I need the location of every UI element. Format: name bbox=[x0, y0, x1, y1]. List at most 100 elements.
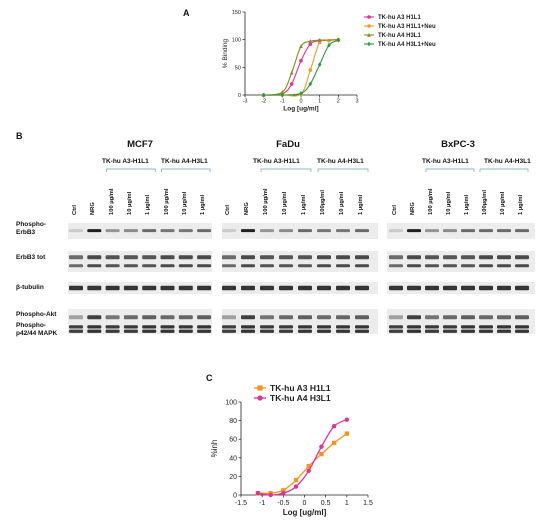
y-tick-label: 80 bbox=[229, 418, 237, 425]
blot-band bbox=[279, 264, 293, 268]
blot-membrane bbox=[222, 323, 378, 334]
blot-band bbox=[515, 329, 529, 333]
blot-membrane bbox=[68, 251, 212, 272]
data-point bbox=[299, 58, 303, 63]
legend-label: TK-hu A4 H3L1 bbox=[270, 393, 331, 403]
blot-band bbox=[105, 229, 120, 233]
blot-band bbox=[443, 255, 457, 260]
blot-band bbox=[123, 255, 138, 260]
blot-band bbox=[87, 255, 102, 260]
group-label: TK-hu A3-H1L1 bbox=[102, 158, 149, 165]
lane-label: 10 µg/ml bbox=[282, 191, 288, 215]
data-point bbox=[367, 24, 371, 28]
x-tick-label: -1 bbox=[280, 99, 285, 105]
data-point bbox=[306, 468, 311, 474]
blot-band bbox=[461, 255, 475, 260]
blot-band bbox=[425, 315, 439, 320]
lane-label: 1 µg/ml bbox=[518, 194, 524, 215]
blot-band bbox=[241, 264, 255, 268]
blot-band bbox=[389, 325, 403, 329]
data-point bbox=[327, 42, 331, 48]
blot-band bbox=[461, 264, 475, 268]
y-tick-label: 50 bbox=[235, 65, 241, 71]
blot-band bbox=[515, 264, 529, 268]
blot-band bbox=[260, 255, 274, 260]
y-tick-label: 40 bbox=[229, 455, 237, 462]
data-point bbox=[261, 92, 266, 98]
blot-band bbox=[123, 264, 138, 268]
blot-band bbox=[222, 255, 236, 260]
data-point bbox=[289, 70, 294, 75]
blot-band bbox=[443, 325, 457, 329]
blot-band bbox=[160, 315, 175, 320]
blot-band bbox=[355, 229, 369, 233]
blot-band bbox=[142, 325, 157, 329]
blot-band bbox=[105, 325, 120, 329]
lane-label: 1 µg/ml bbox=[358, 194, 364, 215]
blot-band bbox=[222, 264, 236, 268]
blot-band bbox=[178, 255, 193, 260]
blot-band bbox=[479, 315, 493, 320]
data-point bbox=[331, 423, 337, 429]
blot-band bbox=[425, 255, 439, 260]
blot-band bbox=[160, 255, 175, 260]
inhibition-chart: -1.5 -1 -0.5 0 0.5 1 1.5 0 20 40 60 80 100 Log [ug/ml… bbox=[210, 383, 373, 517]
data-point bbox=[289, 82, 294, 86]
cell-line-title: BxPC-3 bbox=[441, 139, 475, 150]
blot-band bbox=[443, 315, 457, 320]
blot-band bbox=[443, 329, 457, 333]
blot-band bbox=[178, 264, 193, 268]
data-point bbox=[255, 490, 261, 496]
blot-band bbox=[479, 285, 493, 291]
legend-label: TK-hu A4 H3L1+Neu bbox=[378, 42, 436, 48]
x-tick-label: 2 bbox=[337, 99, 340, 105]
lane-label: NRG bbox=[244, 202, 250, 215]
data-point bbox=[319, 451, 324, 457]
x-tick-label: -2 bbox=[261, 99, 266, 105]
blot-band bbox=[87, 264, 102, 268]
blot-band bbox=[479, 264, 493, 268]
blot-band bbox=[389, 315, 403, 320]
y-tick-label: 150 bbox=[232, 10, 241, 16]
data-point bbox=[308, 39, 313, 44]
y-tick-label: 0 bbox=[233, 492, 237, 499]
blot-band bbox=[87, 229, 102, 233]
blot-band bbox=[241, 325, 255, 329]
blot-band bbox=[425, 264, 439, 268]
blot-band bbox=[279, 255, 293, 260]
blot-band bbox=[197, 229, 212, 233]
blot-bands bbox=[68, 168, 535, 334]
blot-band bbox=[298, 285, 312, 291]
legend-label: TK-hu A4 H3L1 bbox=[378, 33, 421, 39]
blot-band bbox=[142, 329, 157, 333]
blot-band bbox=[123, 229, 138, 233]
blot-band bbox=[279, 325, 293, 329]
blot-band bbox=[425, 285, 439, 291]
group-bracket bbox=[161, 168, 211, 172]
row-label-phospho-mapk: Phospho- p42/44 MAPK bbox=[16, 322, 58, 337]
blot-band bbox=[425, 229, 439, 233]
blot-band bbox=[279, 229, 293, 233]
lane-label: 10 µg/ml bbox=[339, 191, 345, 215]
blot-band bbox=[69, 264, 83, 268]
blot-band bbox=[336, 285, 350, 291]
lane-label: 100 µg/ml bbox=[163, 188, 170, 215]
data-point bbox=[299, 44, 303, 49]
y-tick-label: 0 bbox=[238, 93, 241, 99]
lane-label: 100µg/ml bbox=[320, 190, 326, 215]
x-tick-label: -0.5 bbox=[277, 500, 289, 507]
blot-band bbox=[222, 285, 236, 291]
blot-band bbox=[317, 255, 331, 260]
blot-band bbox=[123, 315, 138, 320]
blot-band bbox=[389, 329, 403, 333]
blot-band bbox=[69, 329, 83, 333]
blot-band bbox=[142, 264, 157, 268]
data-point bbox=[306, 463, 311, 469]
data-point bbox=[367, 32, 371, 37]
blot-band bbox=[298, 329, 312, 333]
blot-band bbox=[160, 264, 175, 268]
legend-label: TK-hu A3 H1L1 bbox=[378, 15, 421, 21]
blot-band bbox=[222, 329, 236, 333]
data-point bbox=[257, 395, 263, 401]
blot-membrane bbox=[68, 323, 212, 334]
